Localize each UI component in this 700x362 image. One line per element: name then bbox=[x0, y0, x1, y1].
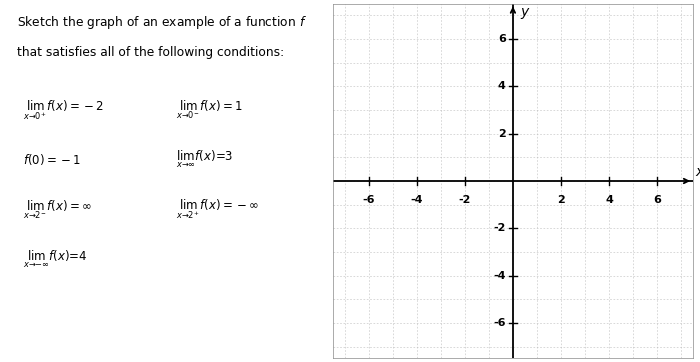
Text: $y$: $y$ bbox=[520, 6, 531, 21]
Text: 4: 4 bbox=[605, 195, 613, 205]
Text: 2: 2 bbox=[557, 195, 565, 205]
Text: 6: 6 bbox=[653, 195, 661, 205]
Text: $\lim_{x\to 0^+} f(x) = -2$: $\lim_{x\to 0^+} f(x) = -2$ bbox=[23, 98, 104, 122]
Text: 6: 6 bbox=[498, 34, 505, 44]
Text: -6: -6 bbox=[363, 195, 375, 205]
Text: 4: 4 bbox=[498, 81, 505, 91]
Text: $\lim_{x\to 2^+} f(x) = -\infty$: $\lim_{x\to 2^+} f(x) = -\infty$ bbox=[176, 198, 260, 221]
Text: -4: -4 bbox=[494, 271, 505, 281]
Text: -2: -2 bbox=[458, 195, 471, 205]
Text: Sketch the graph of an example of a function $f$: Sketch the graph of an example of a func… bbox=[17, 14, 307, 31]
Text: 2: 2 bbox=[498, 129, 505, 139]
Text: $x$: $x$ bbox=[695, 165, 700, 178]
Text: $\lim_{x\to \infty} f(x) = 3$: $\lim_{x\to \infty} f(x) = 3$ bbox=[176, 149, 234, 170]
Text: that satisfies all of the following conditions:: that satisfies all of the following cond… bbox=[17, 46, 284, 59]
Text: $\lim_{x\to 2^-} f(x) = \infty$: $\lim_{x\to 2^-} f(x) = \infty$ bbox=[23, 198, 92, 220]
Text: $\lim_{x\to -\infty} f(x) = 4$: $\lim_{x\to -\infty} f(x) = 4$ bbox=[23, 248, 88, 270]
Text: $f(0) = -1$: $f(0) = -1$ bbox=[23, 152, 81, 167]
Text: -6: -6 bbox=[494, 318, 505, 328]
Text: -4: -4 bbox=[411, 195, 423, 205]
Text: -2: -2 bbox=[494, 223, 505, 233]
Text: $\lim_{x\to 0^-} f(x) = 1$: $\lim_{x\to 0^-} f(x) = 1$ bbox=[176, 99, 243, 121]
